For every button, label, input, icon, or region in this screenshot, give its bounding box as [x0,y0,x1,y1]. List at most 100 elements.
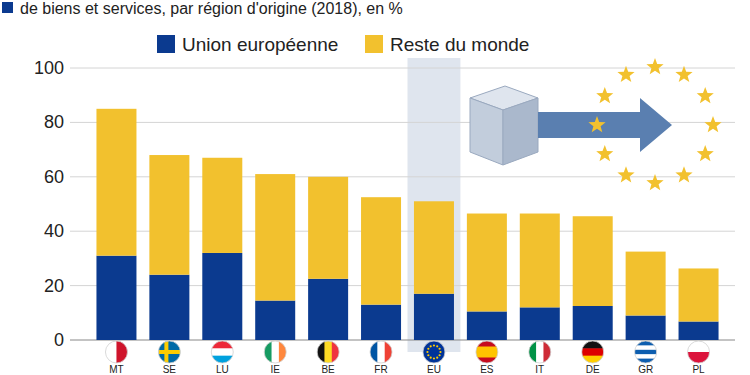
flag-stripe [264,341,272,363]
x-tick-label: BE [321,364,335,375]
bar-segment [361,305,401,340]
bar-segment [679,322,719,340]
flag-stripe [536,341,544,363]
x-tick-label: ES [480,364,494,375]
flag-border [370,341,392,363]
flag-stripe [370,341,378,363]
flag [529,341,551,363]
flag-star [436,345,438,347]
bar-segment [573,216,613,306]
bar-segment [361,197,401,304]
title: de biens et services, par région d'origi… [20,0,403,17]
star [646,174,663,190]
bar-segment [414,201,454,293]
x-tick-label: GR [638,364,653,375]
flag [370,341,393,363]
star [704,116,721,132]
bar-segment [467,311,507,340]
flag-stripe [582,341,604,349]
flag-stripe [324,341,332,363]
x-tick-label: SE [163,364,177,375]
flag-stripe [158,341,180,363]
flag-stripe [423,341,445,363]
x-tick-label: EU [427,364,441,375]
star [617,66,634,82]
bar-segment [520,214,560,308]
flag-star [426,351,428,353]
bar-segment [149,155,189,275]
flag-star [427,348,429,350]
bar-segment [255,301,295,340]
star [596,87,613,103]
flag-stripe [158,350,180,354]
decoration [470,58,722,190]
bar-segment [255,174,295,300]
bar-segment [520,307,560,340]
bar-segment [308,177,348,279]
bar-segment [308,279,348,340]
flag-fill [423,341,445,363]
chart-container: de biens et services, par région d'origi… [0,0,750,375]
flag [317,341,340,363]
flag-border [635,341,657,363]
flag-fill [529,341,551,363]
flag-border [264,341,286,363]
x-tick-label: LU [216,364,229,375]
bar-segment [149,275,189,340]
flag-stripe [317,341,325,363]
x-tick-label: MT [109,364,123,375]
x-tick-label: IE [270,364,280,375]
y-tick-label: 20 [44,276,64,296]
flag-border [529,341,551,363]
flag-star [439,351,441,353]
flag [688,341,710,364]
star [588,116,605,132]
bar-segment [626,252,666,316]
x-tick-label: PL [692,364,705,375]
flag-stripe [635,350,657,355]
flag-fill [264,341,287,363]
flag-star [438,348,440,350]
title-marker [2,2,13,13]
flag-fill [582,341,604,364]
star [617,166,634,182]
star [675,166,692,182]
flag-stripe [211,348,233,356]
flag-stripe [377,341,385,363]
legend-swatch [365,35,383,53]
flag-star [436,357,438,359]
flag-fill [158,341,180,363]
flag-border [423,341,445,363]
flag-star [433,344,435,346]
bar-segment [202,253,242,340]
flag-stripe [476,352,498,358]
bars [96,109,718,340]
flag-stripe [635,354,657,359]
flag-border [317,341,339,363]
flag-border [211,341,233,363]
flag [476,341,498,364]
flag-stripe [635,345,657,350]
flag-fill [635,341,657,364]
star [646,58,663,74]
box-left [470,98,503,165]
flag-star [430,345,432,347]
flag-stripe [272,341,280,363]
flag-fill [688,341,710,364]
flag [423,341,445,363]
y-tick-label: 0 [54,330,64,350]
bar-segment [202,158,242,253]
flag-stripe [688,352,710,364]
x-tick-label: DE [586,364,600,375]
flag-border [158,341,180,363]
flag-fill [370,341,393,363]
flag [158,341,180,363]
flag-fill [211,341,233,364]
flag [635,341,657,364]
flag-fill [105,341,128,363]
y-tick-label: 60 [44,167,64,187]
flag [582,341,604,364]
flag-stripe [211,341,233,349]
flag-stripe [529,341,537,363]
bar-segment [96,109,136,256]
